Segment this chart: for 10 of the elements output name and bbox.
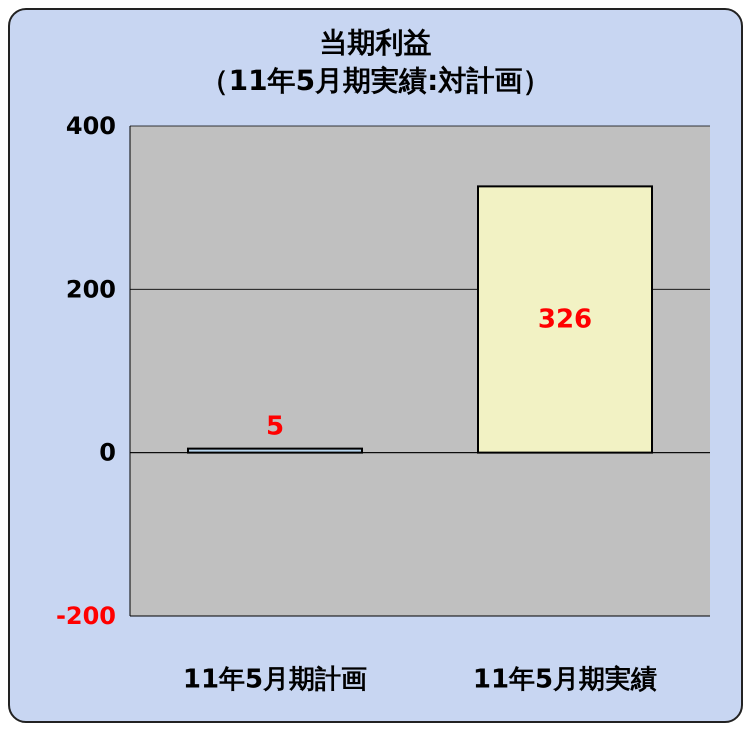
y-tick-label: 400 [66, 112, 116, 140]
chart-subtitle: （11年5月期実績:対計画） [200, 63, 552, 99]
data-label: 5 [266, 412, 284, 442]
data-label: 326 [538, 304, 592, 335]
y-tick-label: 200 [66, 275, 116, 304]
x-tick-label: 11年5月期計画 [182, 664, 368, 694]
chart-title: 当期利益 [318, 25, 432, 61]
x-tick-label: 11年5月期実績 [472, 664, 658, 694]
y-tick-label: -200 [56, 602, 116, 630]
y-tick-label: 0 [99, 438, 116, 467]
